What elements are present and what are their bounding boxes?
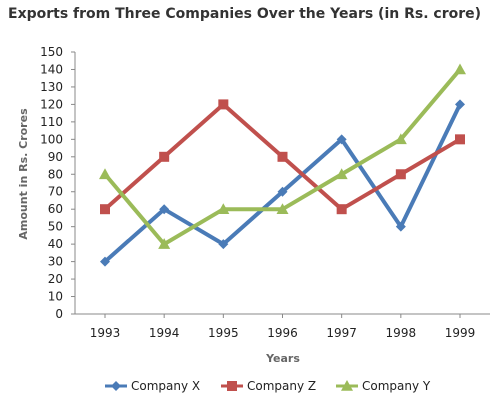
x-tick-label: 1999 (445, 326, 476, 340)
data-point-company-x (336, 134, 347, 145)
y-tick-labels: 0 10 20 30 40 50 60 70 80 90 100 110 120 130 140 150 (40, 45, 63, 321)
x-tick-label: 1995 (208, 326, 239, 340)
y-tick-label: 40 (48, 237, 63, 251)
data-point-company-x (100, 256, 110, 267)
y-tick-label: 10 (48, 290, 63, 304)
data-point-company-y (394, 133, 407, 145)
y-tick-label: 100 (40, 132, 63, 146)
y-tick-label: 0 (55, 307, 63, 321)
x-tick-label: 1996 (267, 326, 298, 340)
y-tick-label: 70 (48, 185, 63, 199)
y-tick-label: 90 (48, 150, 63, 164)
y-tick-label: 120 (40, 97, 63, 111)
data-point-company-y (99, 168, 111, 180)
data-point-company-y (276, 203, 289, 214)
y-tick-label: 30 (48, 255, 63, 269)
y-tick-label: 60 (48, 202, 63, 216)
data-point-company-x (395, 221, 406, 232)
data-point-company-z (455, 134, 465, 145)
x-tick-label: 1994 (149, 326, 180, 340)
series-layer (99, 63, 466, 267)
y-tick-label: 50 (48, 220, 63, 234)
y-tick-label: 80 (48, 167, 63, 181)
data-point-company-z (277, 151, 288, 162)
x-axis-label: Years (265, 352, 300, 365)
legend: Company X Company Z Company Y (105, 379, 431, 393)
chart-title: Exports from Three Companies Over the Ye… (8, 6, 481, 22)
legend-item-company-z: Company Z (221, 379, 316, 393)
data-point-company-z (395, 169, 406, 180)
x-tick-label: 1993 (90, 326, 121, 340)
x-tick-label: 1997 (326, 326, 357, 340)
legend-label: Company Y (362, 379, 431, 393)
legend-marker (227, 381, 237, 391)
data-point-company-y (158, 238, 171, 249)
y-axis-label: Amount in Rs. Crores (17, 108, 30, 240)
data-point-company-x (159, 204, 170, 215)
data-point-company-y (217, 203, 230, 214)
y-tick-label: 150 (40, 45, 63, 59)
data-point-company-z (100, 204, 110, 215)
y-tick-label: 130 (40, 80, 63, 94)
data-point-company-z (336, 204, 347, 215)
series-company-x (100, 99, 465, 267)
legend-item-company-x: Company X (105, 379, 200, 393)
axes (71, 51, 490, 318)
data-point-company-z (218, 99, 229, 110)
data-point-company-z (159, 151, 170, 162)
series-company-z (100, 99, 465, 215)
legend-label: Company Z (247, 379, 316, 393)
data-point-company-x (218, 239, 229, 250)
y-tick-label: 110 (40, 115, 63, 129)
data-point-company-y (454, 63, 466, 75)
legend-item-company-y: Company Y (336, 379, 431, 393)
y-tick-label: 140 (40, 62, 63, 76)
legend-marker (341, 380, 353, 391)
series-company-y (99, 63, 466, 249)
x-tick-labels: 1993 1994 1995 1996 1997 1998 1999 (90, 326, 476, 340)
data-point-company-x (277, 186, 288, 197)
y-tick-label: 20 (48, 272, 63, 286)
data-point-company-y (335, 168, 348, 180)
legend-marker (111, 381, 121, 391)
data-point-company-x (455, 99, 465, 110)
x-tick-label: 1998 (386, 326, 417, 340)
legend-label: Company X (131, 379, 200, 393)
